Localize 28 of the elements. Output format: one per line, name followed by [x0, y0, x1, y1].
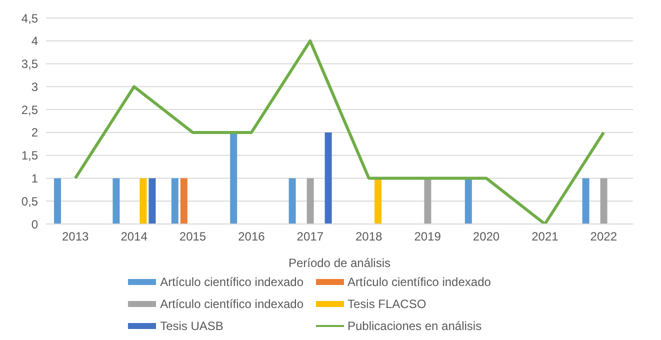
- y-tick-label: 0: [31, 217, 38, 232]
- y-tick-label: 1,5: [21, 148, 38, 163]
- x-tick-label: 2018: [356, 230, 383, 244]
- legend-label: Tesis UASB: [160, 319, 224, 333]
- x-tick-label: 2015: [179, 230, 206, 244]
- x-tick-label: 2022: [590, 230, 618, 244]
- x-tick-label: 2017: [296, 230, 324, 244]
- x-tick-label: 2019: [414, 230, 442, 244]
- legend-label: Artículo científico indexado: [348, 275, 491, 289]
- y-tick-label: 3: [31, 80, 38, 94]
- y-tick-label: 2,5: [21, 102, 38, 117]
- legend-label: Tesis FLACSO: [348, 297, 426, 311]
- y-tick-label: 0,5: [21, 194, 38, 208]
- legend-label: Artículo científico indexado: [160, 297, 304, 311]
- legend-label: Artículo científico indexado: [160, 275, 304, 289]
- legend-label: Publicaciones en análisis: [348, 319, 482, 333]
- y-tick-label: 4: [31, 34, 38, 48]
- x-tick-label: 2013: [62, 230, 90, 244]
- x-axis-title: Período de análisis: [288, 256, 391, 270]
- y-tick-label: 1: [31, 171, 38, 186]
- y-tick-label: 3,5: [21, 57, 38, 72]
- x-tick-label: 2016: [238, 230, 266, 244]
- y-tick-label: 2: [31, 126, 38, 140]
- x-tick-label: 2020: [472, 230, 500, 244]
- y-tick-label: 4,5: [21, 11, 38, 26]
- line-series: [74, 39, 606, 224]
- x-tick-label: 2021: [532, 230, 559, 244]
- x-tick-label: 2014: [120, 230, 148, 244]
